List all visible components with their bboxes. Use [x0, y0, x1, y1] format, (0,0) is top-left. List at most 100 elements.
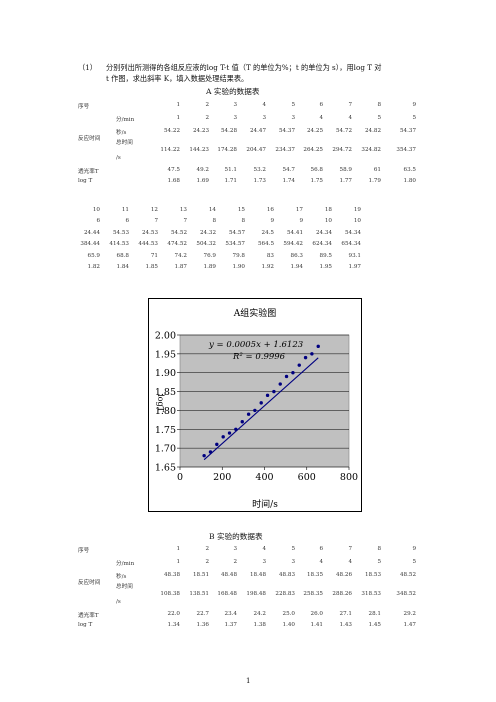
cell-sec: 54.22	[163, 128, 180, 134]
row-label-log: log T	[78, 178, 93, 184]
x-axis-label: 时间/s	[252, 498, 278, 510]
cell-trans: 53.2	[253, 167, 266, 173]
cell-min: 3	[262, 115, 266, 121]
cell-trans: 63.5	[403, 167, 416, 173]
cell-trans: 89.5	[319, 253, 332, 259]
plot-area	[179, 334, 350, 468]
row-label-min: 分/min	[116, 561, 135, 567]
cell-tot: 264.25	[303, 147, 323, 153]
cell-seq: 6	[319, 102, 323, 108]
cell-min: 7	[183, 218, 187, 224]
y-tick-label: 1.75	[155, 425, 176, 436]
cell-trans: 29.2	[403, 611, 416, 617]
chart-a: 1.65 1.70 1.75 1.80 1.85 1.90 1.95 2.00 0 200 400 6…	[155, 307, 358, 510]
cell-seq: 4	[262, 102, 266, 108]
data-point	[246, 412, 251, 416]
cell-log: 1.87	[174, 264, 187, 270]
cell-sec: 48.48	[220, 572, 237, 578]
cell-seq: 9	[412, 102, 416, 108]
cell-log: 1.75	[310, 178, 323, 184]
data-point	[291, 371, 295, 375]
cell-seq: 12	[150, 207, 158, 213]
cell-seq: 13	[179, 207, 187, 213]
cell-log: 1.77	[339, 178, 352, 184]
y-tick-label: 1.70	[155, 444, 176, 455]
cell-tot: 624.34	[312, 241, 332, 247]
cell-seq: 5	[291, 546, 295, 552]
cell-sec: 54.34	[344, 230, 361, 236]
cell-trans: 27.1	[339, 611, 352, 617]
cell-tot: 234.37	[275, 147, 295, 153]
cell-tot: 318.53	[361, 591, 381, 597]
cell-trans: 61	[373, 167, 381, 173]
row-label-total-1: 总时间	[116, 584, 133, 590]
cell-trans: 28.1	[368, 611, 381, 617]
y-tick-label: 1.80	[155, 406, 176, 417]
cell-min: 1	[176, 559, 180, 565]
x-tick-label: 400	[255, 472, 273, 483]
cell-sec: 24.82	[364, 128, 381, 134]
cell-log: 1.79	[368, 178, 381, 184]
cell-trans: 23.4	[224, 611, 237, 617]
cell-tot: 564.5	[257, 241, 274, 247]
cell-seq: 18	[324, 207, 332, 213]
cell-min: 3	[291, 559, 295, 565]
row-label-trans: 透光率T	[78, 169, 99, 175]
cell-tot: 534.57	[225, 241, 245, 247]
intro-line-1: 分别列出所测得的各组反应液的log T-t 值（T 的单位为%；t 的单位为 s…	[106, 63, 382, 72]
cell-min: 3	[262, 559, 266, 565]
cell-trans: 24.2	[253, 611, 266, 617]
cell-tot: 414.53	[109, 241, 129, 247]
cell-sec: 24.53	[141, 230, 158, 236]
row-label-sec: 秒/s	[116, 130, 127, 136]
cell-seq: 2	[205, 102, 209, 108]
data-point	[221, 435, 225, 439]
cell-seq: 14	[208, 207, 216, 213]
row-label-total-1: 总时间	[116, 140, 133, 146]
cell-log: 1.74	[282, 178, 295, 184]
cell-log: 1.40	[282, 622, 295, 628]
cell-seq: 5	[291, 102, 295, 108]
data-point	[303, 355, 308, 360]
cell-tot: 294.72	[332, 147, 352, 153]
cell-log: 1.84	[116, 264, 129, 270]
cell-trans: 25.0	[282, 611, 295, 617]
y-tick-label: 1.95	[155, 349, 176, 360]
cell-trans: 83	[266, 253, 274, 259]
data-point	[316, 344, 320, 349]
cell-log: 1.94	[290, 264, 303, 270]
table-b-caption: B 实验的数据表	[209, 532, 263, 541]
cell-min: 10	[324, 218, 332, 224]
cell-min: 5	[377, 115, 381, 121]
cell-tot: 504.32	[196, 241, 216, 247]
cell-sec: 24.23	[192, 128, 209, 134]
cell-log: 1.47	[403, 622, 416, 628]
cell-sec: 54.28	[220, 128, 237, 134]
cell-sec: 54.57	[228, 230, 245, 236]
intro-line-2: t 作图，求出斜率 K，填入数据处理结果表。	[106, 74, 249, 83]
cell-tot: 144.23	[189, 147, 209, 153]
data-point	[265, 393, 270, 398]
row-group-label: 反应时间	[78, 136, 101, 142]
cell-min: 4	[319, 559, 323, 565]
cell-log: 1.80	[403, 178, 416, 184]
cell-tot: 384.44	[80, 241, 100, 247]
data-point	[297, 363, 301, 367]
cell-tot: 594.42	[283, 241, 303, 247]
cell-sec: 54.41	[286, 230, 303, 236]
data-point	[272, 389, 276, 394]
cell-log: 1.69	[196, 178, 209, 184]
row-label-trans: 透光率T	[78, 613, 99, 619]
cell-trans: 76.9	[203, 253, 216, 259]
cell-seq: 10	[92, 207, 100, 213]
cell-seq: 7	[348, 102, 352, 108]
cell-tot: 204.47	[246, 147, 266, 153]
cell-sec: 24.25	[306, 128, 323, 134]
cell-sec: 54.53	[112, 230, 129, 236]
cell-seq: 8	[377, 546, 381, 552]
cell-log: 1.92	[261, 264, 274, 270]
cell-trans: 74.2	[174, 253, 187, 259]
cell-trans: 49.2	[196, 167, 209, 173]
cell-trans: 58.9	[339, 167, 352, 173]
cell-min: 6	[125, 218, 129, 224]
